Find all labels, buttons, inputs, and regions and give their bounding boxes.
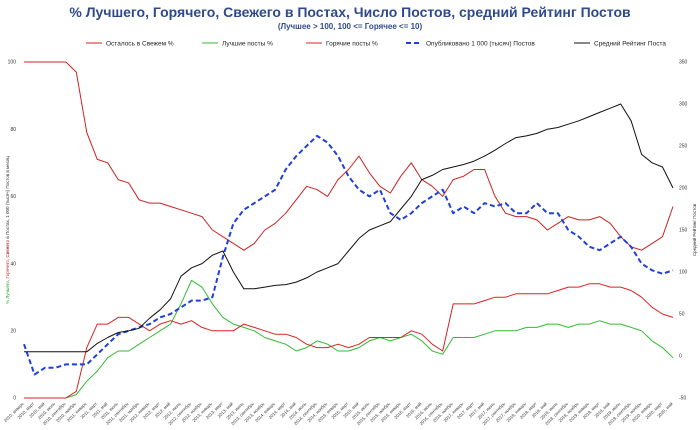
y-tick-left: 80 <box>10 127 16 133</box>
y-axis-left-label-part: Свежего <box>5 239 10 257</box>
y-axis-left-label-part: , <box>5 278 10 281</box>
y-tick-right: 250 <box>679 144 688 150</box>
series-layer <box>23 61 674 399</box>
series-line-4 <box>24 103 674 353</box>
y-tick-left: 60 <box>10 194 16 200</box>
y-axis-right-label: Средний Рейтинг Постов <box>691 203 697 256</box>
chart-subtitle: (Лучшее > 100, 100 <= Горячее <= 10) <box>278 22 423 31</box>
y-tick-left: 100 <box>8 60 17 66</box>
series-line-1 <box>24 279 674 399</box>
legend-label: Осталось в Свежем % <box>106 40 174 47</box>
y-tick-right: 100 <box>679 270 688 276</box>
y-tick-left: 20 <box>10 329 16 335</box>
y-axis-left-label: % Лучшего, Горячего, Свежего в Постах, 1… <box>5 156 10 304</box>
y-tick-right: 150 <box>679 228 688 234</box>
y-tick-right: 200 <box>679 186 688 192</box>
series-line-3 <box>23 134 674 376</box>
y-tick-right: 50 <box>679 312 685 318</box>
y-tick-left: 0 <box>13 396 16 402</box>
legend-label: Горячие посты % <box>326 40 378 47</box>
y-axis-left-label-part: в Постах, 1 000 (тысяч) Постов в месяц <box>5 156 10 240</box>
legend-label: Лучшие посты % <box>222 40 273 47</box>
axes: 0 20 40 60 80 100 -50 0 50 100 150 200 250 300 350 % Лу… <box>5 60 697 402</box>
series-line-2 <box>24 283 674 399</box>
y-tick-right: 350 <box>679 60 688 66</box>
legend: Осталось в Свежем % Лучшие посты % Горячие… <box>86 39 666 47</box>
y-tick-right: 0 <box>679 354 682 360</box>
y-tick-left: 40 <box>10 261 16 267</box>
y-axis-left-label-part: Горячего <box>5 260 10 279</box>
y-tick-right: 300 <box>679 102 688 108</box>
y-axis-left-label-part: , <box>5 258 10 261</box>
legend-label: Средний Рейтинг Поста <box>594 39 666 47</box>
chart-title: % Лучшего, Горячего, Свежего в Постах, Ч… <box>69 4 631 20</box>
y-axis-left-label-part: % Лучшего <box>5 280 10 304</box>
legend-label: Опубликовано 1 000 (тысяч) Постов <box>426 39 535 47</box>
series-line-0 <box>24 61 674 251</box>
y-tick-right: -50 <box>679 396 686 402</box>
